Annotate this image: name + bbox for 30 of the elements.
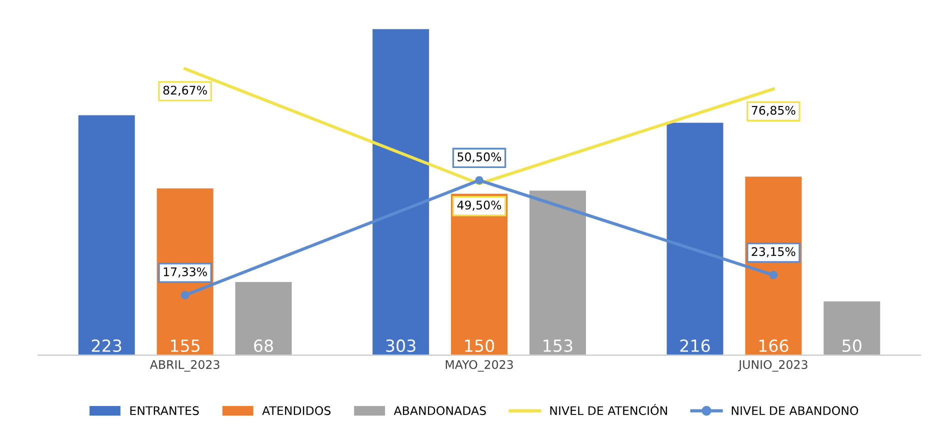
data-label: 50,50% bbox=[458, 152, 502, 163]
bar bbox=[529, 190, 586, 356]
bar bbox=[824, 301, 880, 356]
bar bbox=[372, 29, 430, 356]
data-label: 216 bbox=[680, 339, 710, 352]
data-label: 153 bbox=[544, 339, 572, 352]
data-label: 223 bbox=[92, 339, 122, 352]
data-label: 68 bbox=[254, 339, 273, 352]
data-label: 303 bbox=[386, 339, 416, 352]
x-tick-label: JUNIO_2023 bbox=[738, 360, 808, 372]
legend-label: ABANDONADAS bbox=[394, 406, 486, 416]
legend-label: NIVEL DE ATENCIÓN bbox=[550, 404, 667, 416]
data-label: 166 bbox=[759, 339, 788, 352]
bar bbox=[78, 115, 135, 356]
data-label: 82,67% bbox=[163, 86, 207, 96]
legend-label: NIVEL DE ABANDONO bbox=[732, 406, 858, 416]
data-label: 17,33% bbox=[164, 267, 207, 278]
data-label: 155 bbox=[170, 340, 200, 352]
legend-label: ENTRANTES bbox=[130, 406, 199, 416]
data-label: 76,85% bbox=[752, 106, 796, 116]
bar bbox=[451, 194, 508, 356]
x-tick-label: ABRIL_2023 bbox=[150, 360, 220, 372]
data-label: 150 bbox=[465, 339, 494, 352]
data-label: 50 bbox=[842, 339, 862, 352]
bar bbox=[666, 122, 724, 356]
data-label: 49,50% bbox=[457, 200, 502, 211]
data-label: 23,15% bbox=[752, 247, 796, 258]
bar bbox=[235, 282, 292, 356]
legend-label: ATENDIDOS bbox=[262, 406, 331, 416]
x-tick-label: MAYO_2023 bbox=[446, 360, 513, 372]
